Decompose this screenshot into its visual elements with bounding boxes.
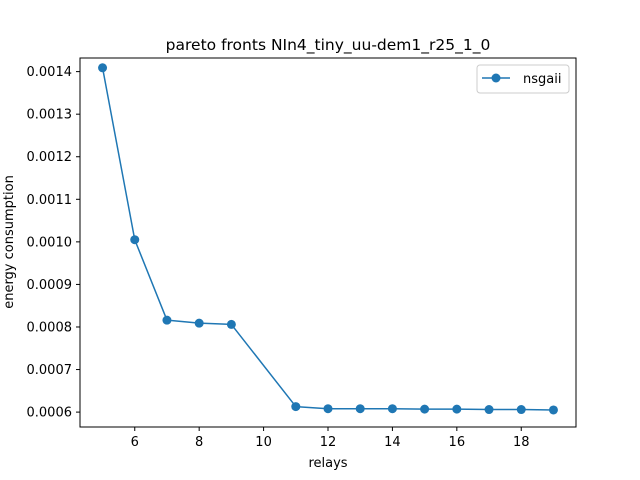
data-point — [484, 405, 494, 415]
data-point — [420, 404, 430, 414]
x-tick-label: 14 — [384, 435, 401, 450]
y-tick-label: 0.0010 — [27, 235, 73, 250]
legend-marker — [491, 73, 501, 83]
y-tick-label: 0.0011 — [27, 193, 73, 208]
y-axis-label: energy consumption — [2, 175, 17, 309]
data-point — [291, 402, 301, 412]
y-tick-label: 0.0014 — [27, 65, 73, 80]
y-tick-label: 0.0009 — [27, 278, 73, 293]
data-point — [516, 405, 526, 415]
y-tick-label: 0.0006 — [27, 406, 73, 421]
data-point — [162, 315, 172, 325]
data-point — [130, 235, 140, 245]
x-tick-label: 8 — [195, 435, 203, 450]
data-point — [452, 404, 462, 414]
y-tick-label: 0.0008 — [27, 320, 73, 335]
data-point — [194, 318, 204, 328]
legend-box — [476, 64, 570, 94]
plot-background — [80, 58, 576, 427]
chart-title: pareto fronts NIn4_tiny_uu-dem1_r25_1_0 — [166, 36, 491, 55]
data-point — [355, 404, 365, 414]
series-line-nsgaii — [101, 67, 554, 411]
y-axis-ticks: 0.0006 0.0007 0.0008 0.0009 0.0010 0.0011 0.00… — [27, 65, 80, 421]
x-tick-label: 16 — [449, 435, 466, 450]
data-point — [387, 404, 397, 414]
y-tick-label: 0.0007 — [27, 363, 73, 378]
plot-frame — [79, 57, 577, 428]
legend-label-nsgaii: nsgaii — [523, 72, 561, 87]
data-point — [323, 404, 333, 414]
data-point — [548, 405, 558, 415]
x-tick-label: 10 — [255, 435, 272, 450]
series-layer — [98, 63, 558, 415]
data-point — [226, 319, 236, 329]
y-tick-label: 0.0013 — [27, 108, 73, 123]
plot-area: 6 8 10 12 14 16 18 0.00060.00070.00080.00090.0… — [27, 57, 577, 450]
x-tick-label: 18 — [513, 435, 530, 450]
x-axis-label: relays — [308, 456, 347, 471]
data-point — [98, 63, 108, 73]
x-axis-ticks: 6 8 10 12 14 16 18 — [131, 427, 530, 450]
x-tick-label: 6 — [131, 435, 139, 450]
y-tick-label: 0.0012 — [27, 150, 73, 165]
x-tick-label: 12 — [320, 435, 337, 450]
legend: nsgaii — [476, 64, 570, 94]
